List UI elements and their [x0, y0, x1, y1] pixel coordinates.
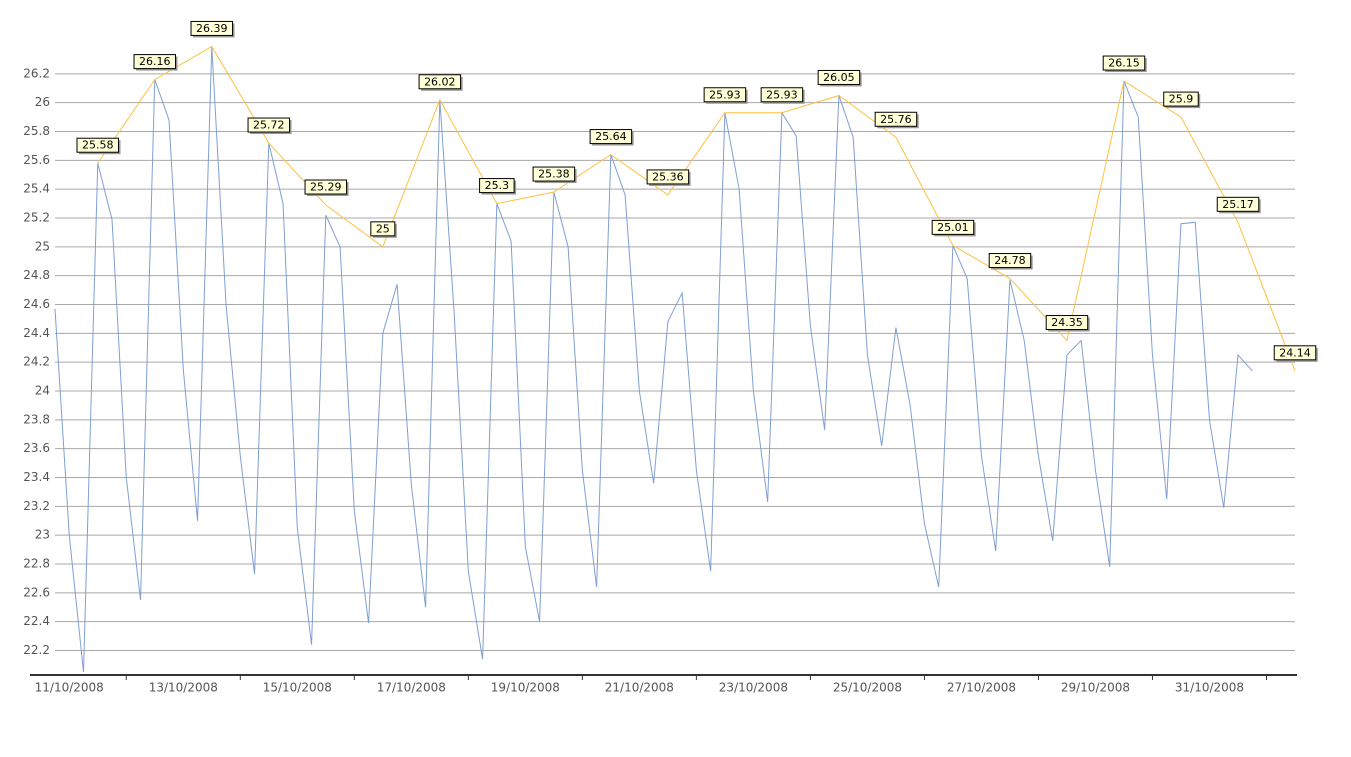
data-label: 24.78 — [994, 254, 1026, 267]
y-tick-label: 23.4 — [23, 470, 50, 484]
y-tick-label: 22.4 — [23, 614, 50, 628]
x-tick-label: 13/10/2008 — [149, 681, 218, 695]
data-label: 25.93 — [766, 88, 798, 101]
label-box — [1045, 315, 1089, 331]
x-tick-label: 17/10/2008 — [377, 681, 446, 695]
y-tick-label: 23 — [35, 528, 50, 542]
label-box — [1163, 91, 1199, 107]
label-box — [76, 137, 120, 153]
data-label: 26.15 — [1108, 57, 1140, 70]
x-tick-label: 29/10/2008 — [1061, 681, 1130, 695]
data-label: 25.01 — [937, 221, 969, 234]
x-tick-label: 23/10/2008 — [719, 681, 788, 695]
label-box — [760, 87, 804, 103]
y-tick-label: 22.6 — [23, 585, 50, 599]
label-box — [418, 74, 462, 90]
label-box — [247, 117, 291, 133]
data-label: 25.58 — [82, 139, 114, 152]
data-label: 25.29 — [310, 181, 342, 194]
y-tick-label: 25.6 — [23, 153, 50, 167]
y-tick-label: 25.2 — [23, 210, 50, 224]
label-box — [931, 219, 975, 235]
label-box — [1216, 196, 1260, 212]
y-tick-label: 25.4 — [23, 182, 50, 196]
data-label: 25.76 — [880, 113, 912, 126]
y-tick-label: 26.2 — [23, 66, 50, 80]
data-label: 26.05 — [823, 71, 855, 84]
data-label: 24.35 — [1051, 316, 1083, 329]
y-tick-label: 22.8 — [23, 556, 50, 570]
x-tick-label: 19/10/2008 — [491, 681, 560, 695]
series-line — [97, 45, 1296, 371]
data-label: 25.64 — [595, 130, 627, 143]
data-label: 25.72 — [253, 119, 285, 132]
x-tick-label: 31/10/2008 — [1175, 681, 1244, 695]
x-tick-label: 25/10/2008 — [833, 681, 902, 695]
x-tick-label: 27/10/2008 — [947, 681, 1016, 695]
data-label: 25.93 — [709, 88, 741, 101]
y-tick-label: 24.2 — [23, 355, 50, 369]
label-box — [479, 178, 515, 194]
label-box — [817, 69, 861, 85]
data-label: 25 — [376, 222, 390, 235]
y-tick-label: 26 — [35, 95, 50, 109]
y-tick-label: 25.8 — [23, 124, 50, 138]
data-label: 25.36 — [652, 170, 684, 183]
y-tick-label: 24.6 — [23, 297, 50, 311]
label-box — [304, 179, 348, 195]
label-box — [1102, 55, 1146, 71]
label-box — [1273, 345, 1317, 361]
label-box — [133, 54, 177, 70]
label-box — [190, 20, 234, 36]
y-tick-label: 24.8 — [23, 268, 50, 282]
y-tick-label: 24 — [35, 383, 50, 397]
label-box — [589, 129, 633, 145]
x-tick-label: 11/10/2008 — [35, 681, 104, 695]
y-tick-label: 24.4 — [23, 326, 50, 340]
y-tick-label: 23.2 — [23, 499, 50, 513]
x-tick-label: 15/10/2008 — [263, 681, 332, 695]
label-box — [988, 253, 1032, 269]
data-label: 26.16 — [139, 55, 171, 68]
data-label: 24.14 — [1279, 346, 1311, 359]
x-tick-label: 21/10/2008 — [605, 681, 674, 695]
label-box — [532, 166, 576, 182]
label-box — [370, 221, 396, 237]
y-tick-label: 25 — [35, 239, 50, 253]
y-tick-label: 22.2 — [23, 643, 50, 657]
series-line — [54, 46, 1253, 673]
data-label: 25.9 — [1169, 93, 1194, 106]
data-label: 25.3 — [485, 179, 510, 192]
label-box — [874, 111, 918, 127]
data-label: 26.02 — [424, 75, 456, 88]
data-label: 25.17 — [1222, 198, 1254, 211]
y-tick-label: 23.6 — [23, 441, 50, 455]
label-box — [646, 169, 690, 185]
data-label: 26.39 — [196, 22, 228, 35]
data-label: 25.38 — [538, 168, 570, 181]
label-box — [703, 87, 747, 103]
y-tick-label: 23.8 — [23, 412, 50, 426]
